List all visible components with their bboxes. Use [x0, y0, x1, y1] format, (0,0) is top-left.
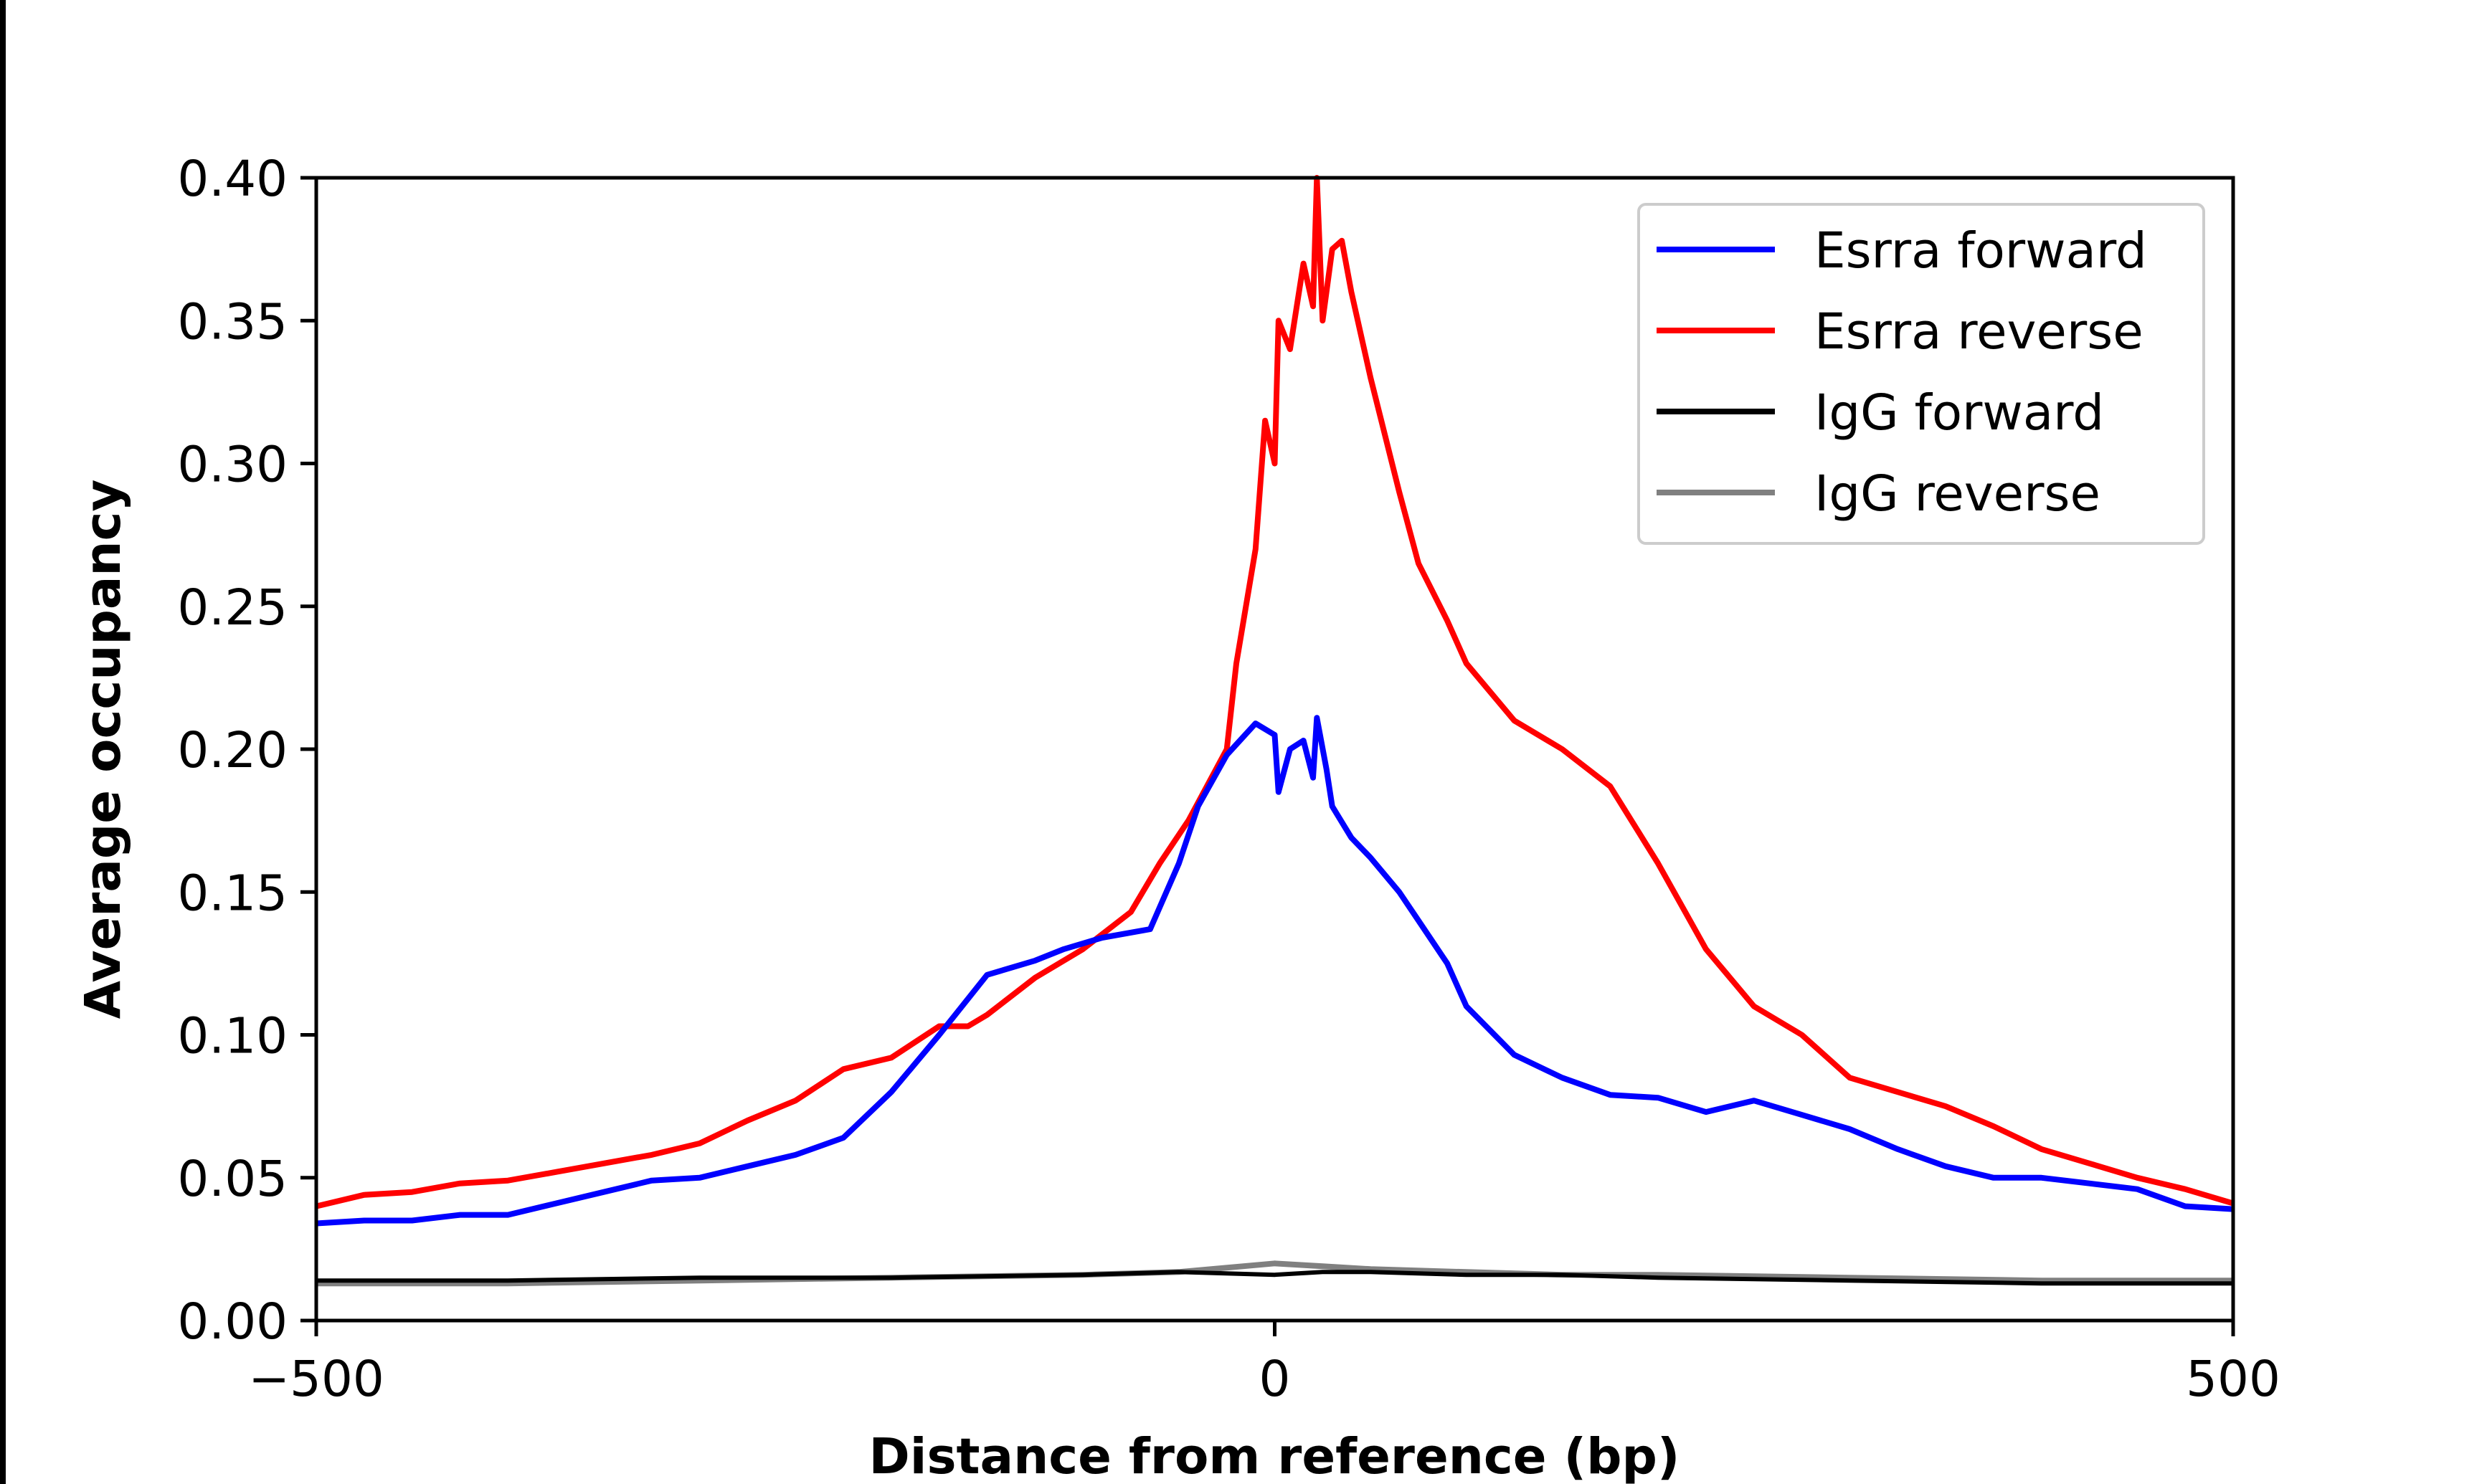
- y-tick-label: 0.40: [177, 151, 288, 208]
- series-line-igg-forward: [316, 1270, 2233, 1286]
- y-tick-label: 0.00: [177, 1293, 288, 1351]
- legend-box: [1637, 203, 2205, 545]
- x-tick-label: −500: [248, 1351, 384, 1408]
- y-tick-label: 0.30: [177, 437, 288, 494]
- image-border: [0, 0, 6, 1484]
- series-lines: [316, 175, 2235, 1287]
- y-tick-label: 0.20: [177, 722, 288, 779]
- x-tick-label: 500: [2186, 1351, 2280, 1408]
- x-axis: −500 0 500: [248, 1321, 2280, 1408]
- y-tick-label: 0.10: [177, 1008, 288, 1065]
- legend-label-esrra-reverse: Esrra reverse: [1814, 303, 2143, 361]
- x-axis-label: Distance from reference (bp): [869, 1428, 1680, 1484]
- y-axis: 0.00 0.05 0.10 0.15 0.20 0.25 0.30 0.35 0.40: [177, 151, 316, 1351]
- legend-label-esrra-forward: Esrra forward: [1814, 222, 2147, 280]
- y-tick-label: 0.35: [177, 293, 288, 351]
- x-tick-label: 0: [1259, 1351, 1291, 1408]
- series-line-esrra-reverse: [316, 175, 2235, 1209]
- y-tick-label: 0.15: [177, 865, 288, 922]
- y-tick-label: 0.05: [177, 1151, 288, 1208]
- legend-label-igg-forward: IgG forward: [1814, 384, 2104, 442]
- y-tick-label: 0.25: [177, 579, 288, 637]
- series-line-esrra-forward: [316, 715, 2234, 1227]
- y-axis-label: Average occupancy: [75, 480, 132, 1019]
- legend: Esrra forward Esrra reverse IgG forward IgG…: [1637, 203, 2205, 545]
- legend-label-igg-reverse: IgG reverse: [1814, 465, 2100, 523]
